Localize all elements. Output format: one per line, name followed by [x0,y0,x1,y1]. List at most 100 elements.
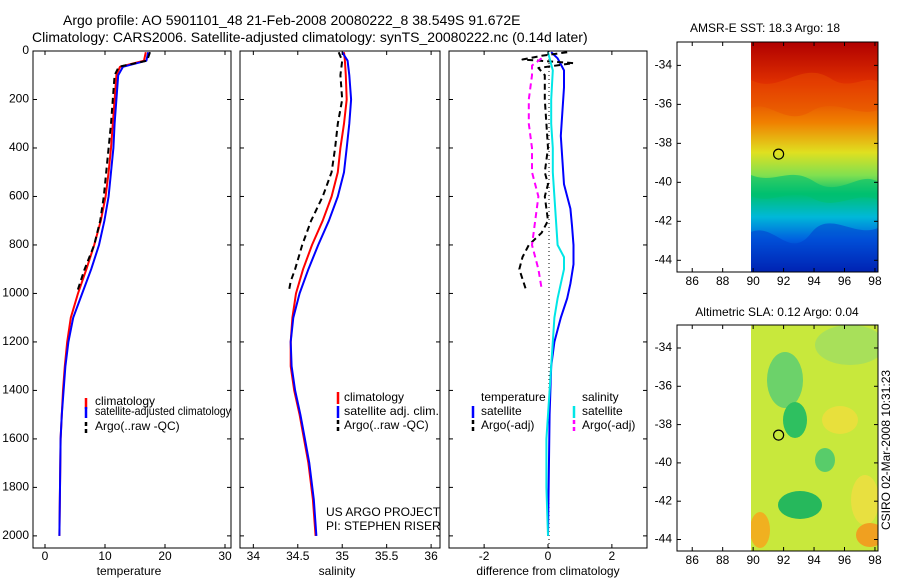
temperature-panel: 0 10 20 30 0 200 400 600 800 1000 1200 1400 1600 1800… [2,43,232,578]
y-tick-label: 600 [9,189,29,203]
sla-heatmap [751,325,878,551]
sla-map-title: Altimetric SLA: 0.12 Argo: 0.04 [695,305,859,319]
temperature-legend: climatology satellite-adjusted climatolo… [84,394,231,434]
x-tick-label: 90 [746,553,760,567]
x-tick-label: -2 [479,549,490,563]
sla-blob [751,512,770,548]
sla-map-frame [676,324,879,552]
legend-label-temp-argo: Argo(-adj) [481,418,534,432]
y-tick-label: 1800 [2,480,29,494]
salinity-axes-box [239,50,441,549]
pi-label: PI: STEPHEN RISER [326,519,441,533]
legend-label-temp-satellite: satellite [481,404,522,418]
y-tick-label: 1200 [2,334,29,348]
sst-cold-band [751,223,878,272]
series-line-temperature-satellite [547,51,575,536]
x-tick-label: 0 [42,549,49,563]
y-tick-label: -40 [655,455,673,469]
difference-panel: -2 0 2 difference from climatology tempera… [448,50,648,578]
salinity-legend: climatology satellite adj. clim. Argo(..… [336,390,439,432]
sla-blob [815,448,835,472]
difference-xlabel: difference from climatology [476,564,619,578]
salinity-xlabel: salinity [319,564,356,578]
series-line-satellite-adj-clim- [289,51,353,536]
difference-legend: temperature salinity satellite Argo(-adj… [471,390,635,432]
x-tick-label: 86 [686,553,700,567]
y-tick-label: -36 [655,378,673,392]
y-tick-label: 2000 [2,528,29,542]
legend-label-climatology: climatology [344,390,404,404]
y-tick-label: 1400 [2,383,29,397]
y-tick-label: -34 [655,58,673,72]
x-tick-label: 35.5 [375,549,399,563]
y-tick-label: 1000 [2,286,29,300]
salinity-panel: 34 34.5 35 35.5 36 salinity climatology sate… [239,50,441,578]
x-tick-label: 94 [807,274,821,288]
y-tick-label: 200 [9,92,29,106]
y-tick-label: -44 [655,252,673,266]
argo-float-marker [772,148,785,160]
y-tick-label: -44 [655,532,673,546]
argo-float-marker [772,429,785,441]
legend-label-argo: Argo(..raw -QC) [344,418,429,432]
x-tick-label: 94 [807,553,821,567]
sla-blob [778,491,822,519]
legend-title-temperature: temperature [481,390,546,404]
x-tick-label: 0 [545,549,552,563]
x-tick-label: 34 [247,549,261,563]
legend-label-argo: Argo(..raw -QC) [95,419,180,433]
series-line-argo-raw-qc- [76,51,151,292]
y-tick-label: -38 [655,136,673,150]
series-line-satellite-adjusted-climatology [58,51,150,536]
sla-blob [767,352,803,408]
project-label: US ARGO PROJECT [326,505,441,519]
x-tick-label: 20 [158,549,172,563]
sla-blob [822,406,858,434]
temperature-xlabel: temperature [97,564,162,578]
y-tick-label: -36 [655,97,673,111]
x-tick-label: 96 [838,553,852,567]
legend-title-salinity: salinity [582,390,619,404]
y-tick-label: -42 [655,493,673,507]
sst-front-band [751,174,878,203]
legend-label-sal-argo: Argo(-adj) [582,418,635,432]
x-tick-label: 92 [777,274,791,288]
x-tick-label: 35 [336,549,350,563]
y-tick-label: -34 [655,340,673,354]
y-tick-label: 0 [22,43,29,57]
x-tick-label: 90 [746,274,760,288]
x-tick-label: 36 [424,549,438,563]
legend-label-sal-satellite: satellite [582,404,623,418]
y-tick-label: -42 [655,213,673,227]
series-line-salinity-argo-adj- [527,57,543,289]
temperature-axes-box [32,50,232,549]
legend-label-climatology: climatology [95,394,155,408]
sst-map-panel: AMSR-E SST: 18.3 Argo: 18 86 88 90 92 94 96 98… [655,21,882,288]
x-tick-label: 10 [98,549,112,563]
sst-heatmap [751,42,878,272]
x-tick-label: 2 [609,549,616,563]
sla-map-panel: Altimetric SLA: 0.12 Argo: 0.04 86 88 90 92… [655,305,882,567]
sla-blob [815,325,878,365]
x-tick-label: 30 [218,549,232,563]
series-line-argo-raw-qc- [287,51,344,292]
series-line-temperature-argo-adj- [518,51,575,289]
x-tick-label: 88 [716,553,730,567]
sst-map-title: AMSR-E SST: 18.3 Argo: 18 [690,21,840,35]
legend-label-satellite-adjusted: satellite-adjusted climatology [95,404,231,418]
legend-label-satellite-adjusted: satellite adj. clim. [344,404,439,418]
y-tick-label: 800 [9,237,29,251]
x-tick-label: 92 [777,553,791,567]
y-tick-label: -40 [655,175,673,189]
sla-blob [783,402,807,438]
x-tick-label: 96 [838,274,852,288]
figure-title-line-1: Argo profile: AO 5901101_48 21-Feb-2008 … [63,12,521,28]
x-tick-label: 34.5 [286,549,310,563]
sst-map-frame [676,41,879,273]
series-line-salinity-satellite [545,51,565,536]
y-tick-label: 400 [9,140,29,154]
y-tick-label: -38 [655,417,673,431]
sst-warm-band [751,72,878,117]
sla-blob [856,523,878,547]
